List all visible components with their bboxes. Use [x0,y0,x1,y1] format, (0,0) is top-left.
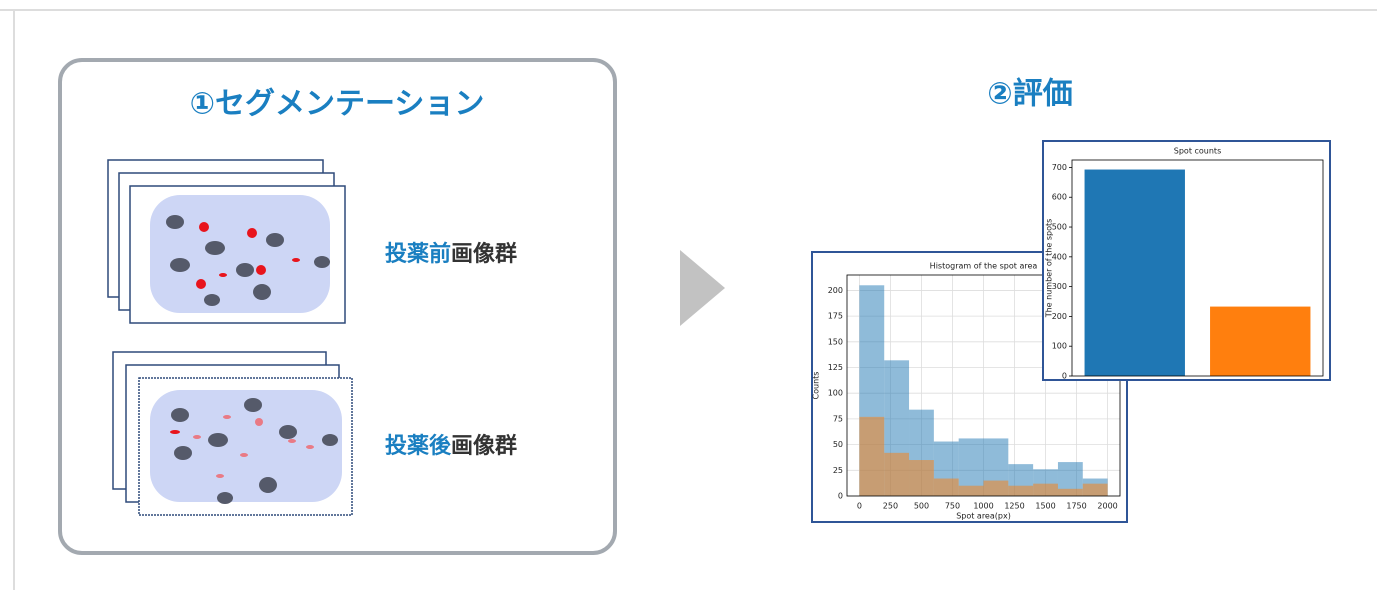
x-axis-label: Spot area(px) [956,512,1011,521]
bar-chart: 0 100 200 300 400 500 600 700 Spot counts The num… [1045,147,1324,381]
panel-title: ①セグメンテーション [190,87,485,122]
y-tick-label: 700 [1052,163,1067,172]
label-highlight: 投薬前 [385,241,451,267]
y-tick-label: 75 [833,414,843,423]
histogram-bar [983,480,1009,496]
y-tick-label: 125 [828,363,843,372]
x-tick-label: 750 [945,502,960,511]
x-tick-label: 500 [914,502,929,511]
y-tick-label: 200 [1052,312,1067,321]
y-tick-label: 0 [1062,372,1067,381]
chart-title: Histogram of the spot area [930,262,1038,271]
histogram-bar [1082,483,1108,496]
histogram-bar [958,485,984,496]
x-tick-label: 250 [883,502,898,511]
y-tick-label: 100 [1052,342,1067,351]
histogram-bar [1057,488,1083,496]
label-rest: 画像群 [451,241,517,267]
bar [1084,169,1185,376]
y-tick-label: 150 [828,337,843,346]
x-tick-label: 1750 [1066,502,1086,511]
y-tick-label: 100 [828,389,843,398]
label-after: 投薬後画像群 [385,433,517,459]
chart-title: Spot counts [1174,147,1221,156]
x-tick-label: 1500 [1035,502,1055,511]
image-stack-before [107,159,346,324]
y-tick-label: 500 [1052,223,1067,232]
y-tick-label: 175 [828,312,843,321]
label-highlight: 投薬後 [385,433,452,459]
y-tick-label: 300 [1052,282,1067,291]
label-before: 投薬前画像群 [385,241,517,267]
axes [1071,159,1324,377]
image-stack-after [112,351,353,516]
histogram-bar [1008,485,1034,496]
histogram-bar [859,416,885,496]
bar [1210,306,1311,376]
panel-title: ②評価 [987,77,1072,112]
y-tick-label: 0 [838,492,843,501]
x-tick-label: 1000 [973,502,993,511]
axes [846,274,1121,497]
x-tick-label: 2000 [1097,502,1117,511]
histogram-bar [933,478,959,496]
y-tick-label: 400 [1052,252,1067,261]
y-axis-label: The number of the spots [1045,219,1054,319]
arrow [680,250,725,326]
y-tick-label: 50 [833,440,843,449]
y-axis-label: Counts [812,372,821,400]
label-rest: 画像群 [451,433,517,459]
x-tick-label: 1250 [1004,502,1024,511]
y-tick-label: 600 [1052,193,1067,202]
histogram-bar [1033,483,1058,496]
histogram-bar [884,452,910,496]
histogram-bar [909,460,934,496]
x-tick-label: 0 [857,502,862,511]
y-tick-label: 200 [828,286,843,295]
y-tick-label: 25 [833,466,843,475]
